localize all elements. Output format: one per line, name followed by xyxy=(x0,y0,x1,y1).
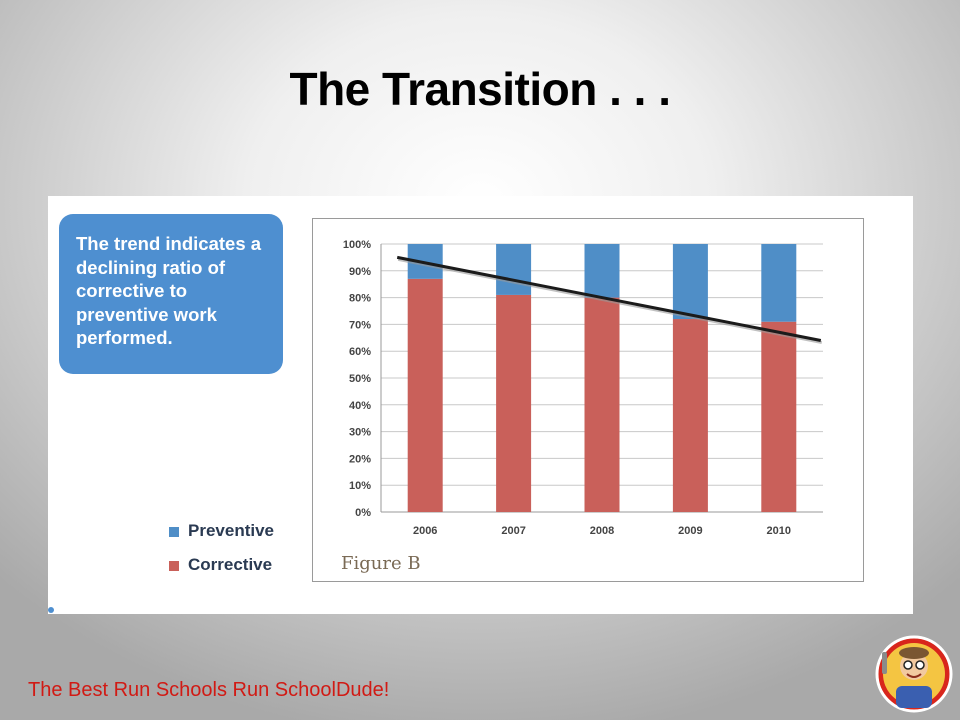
x-tick-label: 2008 xyxy=(590,525,614,537)
y-tick-label: 70% xyxy=(349,319,371,331)
stacked-bar-chart: 0% 10% 20% 30% 40% 50% 60% 70% 80% 90% 100% 2006 200… xyxy=(343,239,823,537)
y-tick-label: 60% xyxy=(349,346,371,358)
bar-preventive-2007 xyxy=(496,244,532,295)
bar-preventive-2009 xyxy=(672,244,708,320)
legend-label-corrective: Corrective xyxy=(188,555,273,574)
bar-preventive-2008 xyxy=(584,244,620,298)
trendline-shadow xyxy=(397,257,823,344)
y-tick-label: 0% xyxy=(355,507,371,519)
figure-caption: Figure B xyxy=(341,553,421,574)
callout-box: The trend indicates a declining ratio of… xyxy=(59,214,283,374)
legend-swatch-corrective xyxy=(169,561,179,571)
bar-corrective-2010 xyxy=(761,321,797,512)
x-tick-label: 2009 xyxy=(678,525,702,537)
corner-dot xyxy=(48,607,54,613)
x-tick-label: 2006 xyxy=(413,525,437,537)
trendline xyxy=(396,255,822,342)
bar-preventive-2010 xyxy=(761,244,797,322)
y-tick-label: 10% xyxy=(349,480,371,492)
figure-panel: The trend indicates a declining ratio of… xyxy=(48,196,913,614)
bar-corrective-2006 xyxy=(407,278,443,512)
bar-corrective-2009 xyxy=(672,319,708,512)
bar-corrective-2007 xyxy=(496,294,532,512)
bar-corrective-2008 xyxy=(584,297,620,512)
footer-slogan: The Best Run Schools Run SchoolDude! xyxy=(28,679,390,701)
y-tick-label: 20% xyxy=(349,453,371,465)
schooldude-mascot-logo xyxy=(874,630,954,719)
x-tick-label: 2007 xyxy=(501,525,525,537)
legend-label-preventive: Preventive xyxy=(188,521,274,540)
x-tick-label: 2010 xyxy=(767,525,791,537)
y-tick-label: 100% xyxy=(343,239,371,251)
y-tick-label: 50% xyxy=(349,373,371,385)
y-tick-label: 90% xyxy=(349,266,371,278)
chart-frame: 0% 10% 20% 30% 40% 50% 60% 70% 80% 90% 100% 2006 200… xyxy=(312,218,864,582)
y-tick-label: 40% xyxy=(349,400,371,412)
y-tick-label: 30% xyxy=(349,427,371,439)
slide-title: The Transition . . . xyxy=(289,63,671,115)
y-tick-label: 80% xyxy=(349,293,371,305)
callout-text: The trend indicates a declining ratio of… xyxy=(76,233,262,348)
legend-swatch-preventive xyxy=(169,527,179,537)
